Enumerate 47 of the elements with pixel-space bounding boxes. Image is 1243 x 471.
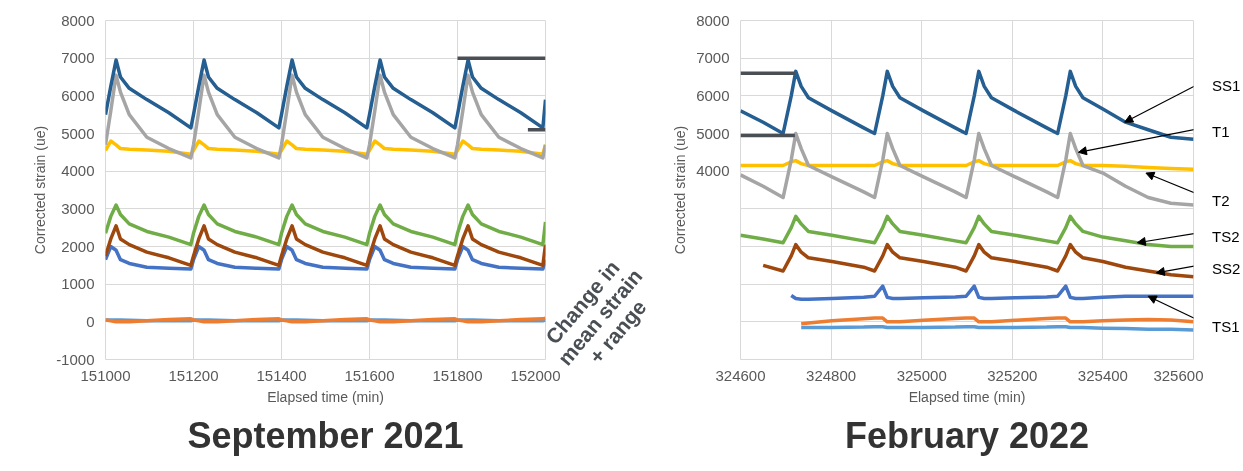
line-series	[761, 242, 1194, 279]
y-tick-label: 5000	[61, 124, 95, 142]
x-tick-label: 325000	[896, 366, 947, 384]
annotation: T1	[1212, 122, 1230, 143]
x-tick-label: 325200	[987, 366, 1038, 384]
x-tick-label: 151000	[80, 366, 131, 384]
y-tick-label: 4000	[61, 162, 95, 180]
annotation: SS2	[1212, 259, 1241, 280]
y-tick-label: 8000	[696, 11, 730, 29]
line-series	[105, 203, 546, 247]
text: February 2022	[844, 414, 1090, 456]
y-tick-label: -1000	[56, 350, 95, 368]
x-tick-label: 325400	[1077, 366, 1128, 384]
x-tick-label: 324600	[715, 366, 766, 384]
annotation: TS2	[1212, 227, 1240, 247]
x-tick-label: 151800	[432, 366, 483, 384]
x-axis-title: Elapsed time (min)	[908, 388, 1026, 405]
text: September 2021	[187, 414, 464, 456]
line-series	[105, 58, 546, 130]
line-series	[740, 214, 1194, 249]
line-series	[105, 73, 546, 160]
x-tick-label: 324800	[806, 366, 857, 384]
y-tick-label: 2000	[61, 237, 95, 255]
y-tick-label: 7000	[61, 49, 95, 67]
y-tick-label: 0	[86, 312, 95, 330]
line-series	[740, 131, 1194, 207]
y-tick-label: 6000	[696, 86, 730, 104]
x-tick-label: 151400	[256, 366, 307, 384]
y-tick-label: 3000	[61, 199, 95, 217]
annotation: SS1	[1212, 76, 1241, 97]
x-axis-title: Elapsed time (min)	[267, 388, 384, 405]
y-axis-title: Corrected strain (ue)	[672, 125, 689, 255]
y-tick-label: 4000	[696, 162, 730, 180]
x-tick-label: 151600	[344, 366, 395, 384]
x-tick-label: 151200	[168, 366, 219, 384]
y-axis-title: Corrected strain (ue)	[32, 125, 49, 255]
y-tick-label: 1000	[61, 275, 95, 293]
y-tick-label: 8000	[61, 11, 95, 29]
annotation: T2	[1212, 190, 1230, 211]
line-series	[740, 69, 1194, 141]
line-series	[105, 224, 546, 268]
annotation: TS1	[1212, 317, 1240, 337]
y-tick-label: 7000	[696, 49, 730, 67]
y-tick-label: 6000	[61, 86, 95, 104]
y-tick-label: 5000	[696, 124, 730, 142]
x-tick-label: 325600	[1153, 366, 1204, 384]
x-tick-label: 152000	[510, 366, 561, 384]
